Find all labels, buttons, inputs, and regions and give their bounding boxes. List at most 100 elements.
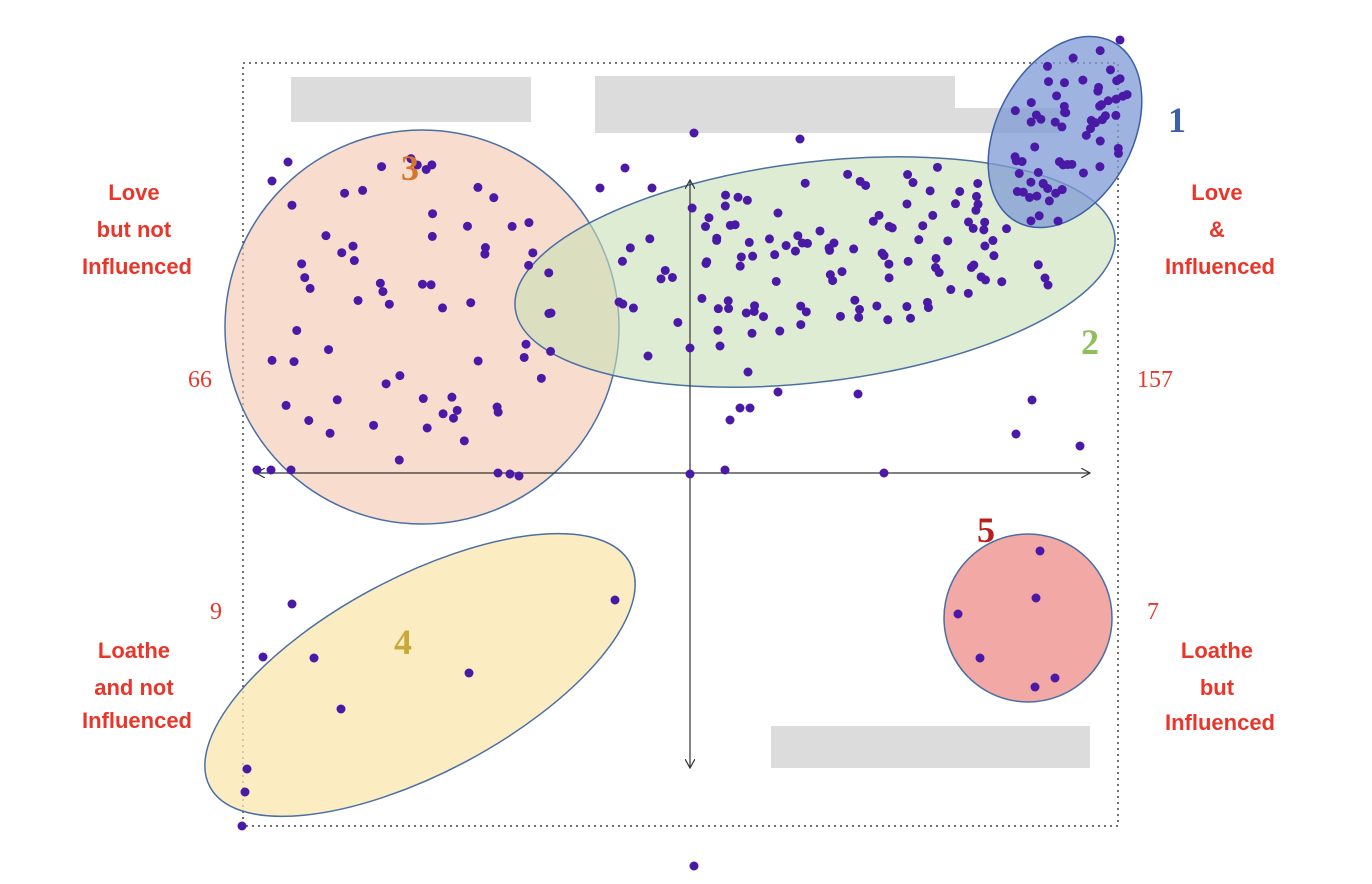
dot <box>369 420 379 430</box>
dot <box>1043 183 1053 193</box>
dot <box>689 861 699 871</box>
dot <box>610 595 620 605</box>
dot <box>473 182 483 192</box>
dot <box>685 469 695 479</box>
cluster-number: 1 <box>1168 100 1186 140</box>
dot <box>1115 35 1125 45</box>
redaction <box>595 76 955 133</box>
dot <box>980 241 990 251</box>
label-line: Love <box>108 180 159 205</box>
dot <box>426 280 436 290</box>
dot <box>427 231 437 241</box>
dot <box>595 183 605 193</box>
dot <box>395 371 405 381</box>
dot <box>815 226 825 236</box>
dot <box>1026 98 1036 108</box>
dot <box>700 222 710 232</box>
dot <box>381 379 391 389</box>
dot <box>643 351 653 361</box>
label-line: Loathe <box>1181 638 1253 663</box>
dot <box>1057 185 1067 195</box>
dot <box>964 217 974 227</box>
dot <box>521 339 531 349</box>
cluster-4-shape <box>204 532 636 818</box>
dot <box>452 405 462 415</box>
dot <box>237 821 247 831</box>
dot <box>480 243 490 253</box>
dot <box>628 303 638 313</box>
dot <box>800 178 810 188</box>
dot <box>855 304 865 314</box>
dot <box>1086 115 1096 125</box>
dot <box>1030 682 1040 692</box>
cluster-number: 3 <box>401 148 419 188</box>
dot <box>1044 77 1054 87</box>
dot <box>281 400 291 410</box>
dot <box>524 260 534 270</box>
dot <box>1081 130 1091 140</box>
dot <box>872 301 882 311</box>
dot <box>1054 157 1064 167</box>
dot <box>687 203 697 213</box>
dot <box>1051 188 1061 198</box>
dot <box>988 236 998 246</box>
dot <box>1040 273 1050 283</box>
dot <box>349 256 359 266</box>
dot <box>704 213 714 223</box>
dot <box>427 160 437 170</box>
dot <box>524 218 534 228</box>
label-line: but not <box>97 217 172 242</box>
dot <box>304 416 314 426</box>
dot <box>883 315 893 325</box>
dot <box>743 367 753 377</box>
dot <box>724 304 734 314</box>
dot <box>473 356 483 366</box>
dot <box>713 325 723 335</box>
dot <box>493 468 503 478</box>
dot <box>1075 441 1085 451</box>
dot <box>283 157 293 167</box>
dot <box>850 295 860 305</box>
dot <box>1112 76 1122 86</box>
dot <box>412 160 422 170</box>
dot <box>946 285 956 295</box>
quadrant-label: Love but not Influenced <box>82 180 192 279</box>
dot <box>775 326 785 336</box>
dot <box>713 304 723 314</box>
dot <box>358 185 368 195</box>
dot <box>928 210 938 220</box>
dot <box>685 343 695 353</box>
dot <box>968 223 978 233</box>
dot <box>931 253 941 263</box>
dot <box>620 163 630 173</box>
dot <box>1044 196 1054 206</box>
dot <box>242 764 252 774</box>
dot <box>289 357 299 367</box>
dot <box>353 295 363 305</box>
dot <box>825 245 835 255</box>
dot <box>975 653 985 663</box>
dot <box>801 307 811 317</box>
dot <box>879 251 889 261</box>
dot <box>701 259 711 269</box>
quadrant-label: Loathe and not Influenced <box>82 638 192 733</box>
dot <box>240 787 250 797</box>
dot <box>377 162 387 172</box>
dot <box>903 170 913 180</box>
dot <box>1030 142 1040 152</box>
dot <box>918 221 928 231</box>
dot <box>337 248 347 258</box>
dot <box>1025 192 1035 202</box>
dot <box>528 248 538 258</box>
dot <box>1097 100 1107 110</box>
dot <box>462 221 472 231</box>
dot <box>976 272 986 282</box>
dot <box>925 186 935 196</box>
dot <box>252 465 262 475</box>
dot <box>773 387 783 397</box>
dot <box>1052 91 1062 101</box>
dot <box>618 299 628 309</box>
dot <box>843 169 853 179</box>
dot <box>286 465 296 475</box>
dot <box>725 220 735 230</box>
